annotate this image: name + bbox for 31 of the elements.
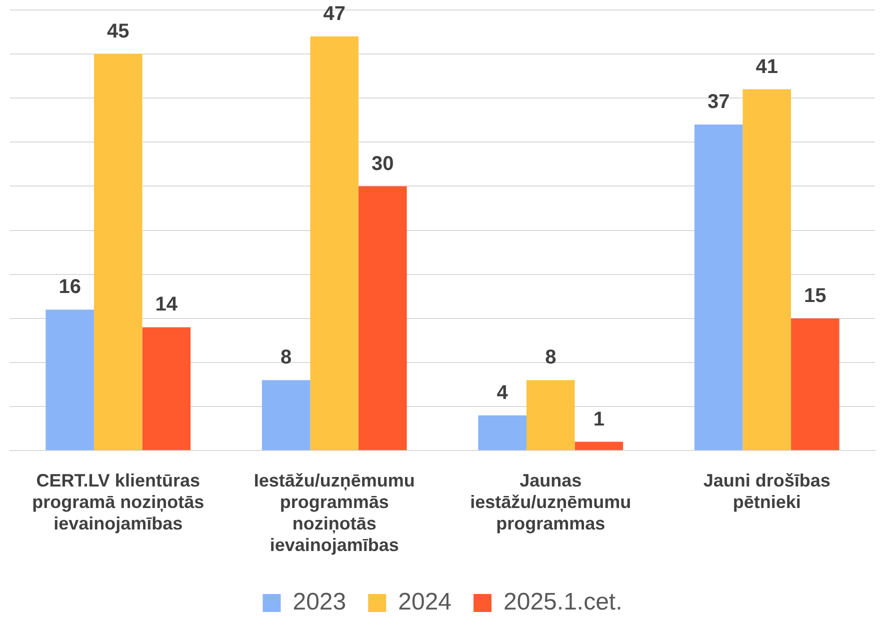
bar bbox=[262, 380, 310, 450]
x-tick-label: Iestāžu/uzņēmumu programmās noziņotās ievainojamības bbox=[254, 470, 415, 556]
bar bbox=[742, 89, 792, 450]
data-label: 16 bbox=[58, 276, 81, 298]
data-label: 30 bbox=[372, 152, 394, 175]
data-label: 37 bbox=[707, 91, 730, 114]
bar bbox=[142, 327, 191, 450]
x-tick-label: Jaunas iestāžu/uzņēmumu programmas bbox=[470, 470, 632, 534]
data-label: 4 bbox=[496, 382, 509, 404]
bar bbox=[478, 415, 526, 450]
data-label: 41 bbox=[756, 56, 778, 78]
data-label: 8 bbox=[545, 346, 556, 369]
bar bbox=[310, 36, 359, 450]
bar bbox=[358, 186, 407, 450]
data-label: 15 bbox=[804, 284, 826, 307]
bar bbox=[46, 310, 94, 450]
data-label: 47 bbox=[323, 2, 346, 25]
data-label: 45 bbox=[107, 20, 130, 43]
bar bbox=[94, 54, 142, 450]
data-label: 8 bbox=[280, 346, 292, 369]
bar bbox=[526, 380, 575, 450]
legend-label: 2023 bbox=[292, 588, 346, 616]
legend-label: 2025.1.cet. bbox=[504, 588, 622, 616]
legend-label: 2024 bbox=[398, 588, 452, 616]
x-tick-label: Jauni drošības pētnieki bbox=[703, 470, 830, 512]
bar bbox=[574, 442, 624, 450]
bar bbox=[791, 318, 840, 450]
bar bbox=[694, 124, 743, 450]
data-label: 1 bbox=[593, 408, 604, 430]
x-tick-label: CERT.LV klientūras programā noziņotās ievainojamības bbox=[32, 470, 204, 534]
data-label: 14 bbox=[155, 294, 178, 316]
